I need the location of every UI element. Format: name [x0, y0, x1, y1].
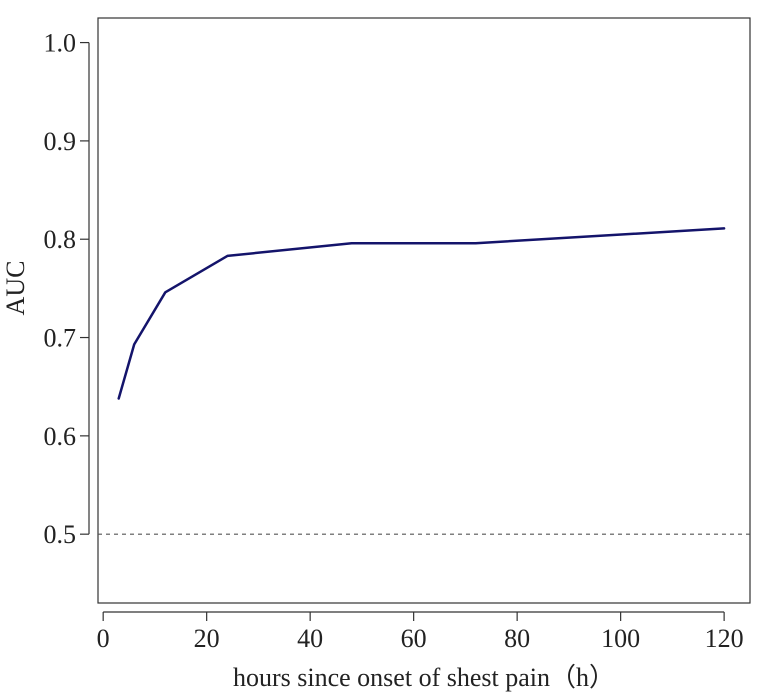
x-axis-title: hours since onset of shest pain（h）	[233, 663, 615, 692]
x-tick-label: 100	[601, 624, 640, 653]
x-tick-label: 0	[97, 624, 110, 653]
x-axis: 0 20 40 60 80 100 120	[97, 611, 744, 653]
x-tick-label: 20	[194, 624, 220, 653]
y-tick-label: 0.8	[44, 225, 77, 254]
y-tick-label: 0.9	[44, 127, 77, 156]
y-tick-label: 1.0	[44, 29, 77, 58]
x-tick-label: 40	[297, 624, 323, 653]
y-tick-label: 0.7	[44, 324, 77, 353]
series-line	[117, 227, 726, 400]
x-tick-label: 120	[705, 624, 744, 653]
y-axis-title: AUC	[1, 261, 30, 316]
x-tick-label: 80	[504, 624, 530, 653]
y-axis: 0.5 0.6 0.7 0.8 0.9 1.0	[44, 29, 90, 549]
x-tick-label: 60	[401, 624, 427, 653]
plot-frame	[97, 17, 751, 604]
series-layer	[117, 227, 726, 400]
y-tick-label: 0.5	[44, 520, 77, 549]
y-tick-label: 0.6	[44, 422, 77, 451]
